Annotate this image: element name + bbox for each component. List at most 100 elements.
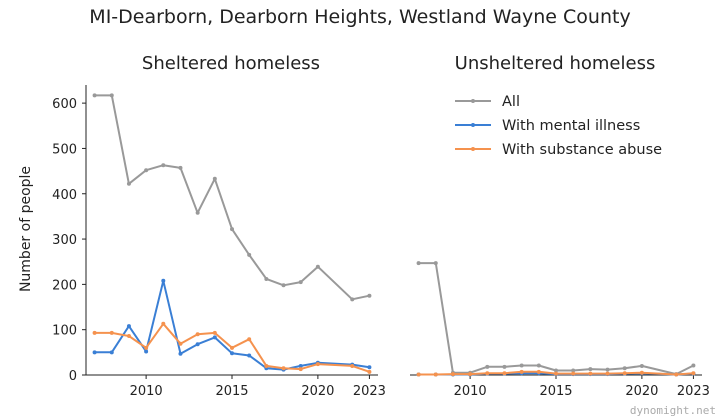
left-point-with-substance-abuse	[196, 332, 200, 336]
left-point-with-substance-abuse	[350, 364, 354, 368]
right-point-all	[606, 368, 610, 372]
left-point-with-substance-abuse	[264, 364, 268, 368]
right-point-with-substance-abuse	[468, 372, 472, 376]
right-point-with-substance-abuse	[606, 372, 610, 376]
left-point-with-substance-abuse	[110, 331, 114, 335]
left-point-with-substance-abuse	[178, 342, 182, 346]
left-point-with-mental-illness	[93, 350, 97, 354]
left-point-with-substance-abuse	[247, 337, 251, 341]
right-point-all	[485, 365, 489, 369]
figure-suptitle: MI-Dearborn, Dearborn Heights, Westland …	[89, 6, 630, 28]
left-point-all	[350, 297, 354, 301]
right-point-with-substance-abuse	[485, 371, 489, 375]
left-point-with-substance-abuse	[161, 322, 165, 326]
legend: All With mental illness With substance abu…	[455, 94, 662, 158]
legend-label-all: All	[502, 94, 520, 110]
left-point-with-substance-abuse	[316, 362, 320, 366]
left-point-all	[161, 163, 165, 167]
left-point-with-substance-abuse	[93, 331, 97, 335]
left-point-all	[196, 211, 200, 215]
right-point-with-substance-abuse	[674, 373, 678, 377]
left-point-with-mental-illness	[161, 279, 165, 283]
right-point-all	[520, 363, 524, 367]
left-y-tick-label: 0	[69, 369, 77, 384]
left-series-line-all	[95, 95, 370, 299]
right-point-with-substance-abuse	[554, 372, 558, 376]
left-point-with-mental-illness	[196, 342, 200, 346]
left-point-all	[282, 283, 286, 287]
right-x-tick-label: 2020	[625, 384, 658, 399]
left-x-tick-label: 2023	[353, 384, 386, 399]
left-point-with-mental-illness	[110, 350, 114, 354]
right-point-with-substance-abuse	[434, 373, 438, 377]
right-x-tick-label: 2010	[454, 384, 487, 399]
legend-label-with-mental-illness: With mental illness	[502, 118, 640, 134]
right-point-all	[640, 364, 644, 368]
watermark: dynomight.net	[630, 404, 716, 417]
left-point-all	[247, 253, 251, 257]
left-point-with-substance-abuse	[144, 346, 148, 350]
right-x-tick-label: 2023	[677, 384, 710, 399]
left-point-all	[299, 280, 303, 284]
left-panel-plot: 2010 2015 2020 2023 0 100 200 300 400 500 600	[52, 85, 386, 399]
left-y-tick-label: 200	[52, 278, 77, 293]
left-point-all	[316, 265, 320, 269]
left-series-line-with-mental-illness	[95, 281, 370, 370]
right-point-with-substance-abuse	[451, 372, 455, 376]
left-x-tick-label: 2020	[301, 384, 334, 399]
left-point-all	[93, 93, 97, 97]
left-y-tick-label: 300	[52, 233, 77, 248]
left-point-with-substance-abuse	[299, 367, 303, 371]
right-point-with-substance-abuse	[691, 371, 695, 375]
right-point-with-substance-abuse	[623, 371, 627, 375]
left-point-all	[178, 166, 182, 170]
left-point-all	[127, 182, 131, 186]
right-point-all	[417, 261, 421, 265]
left-y-tick-label: 500	[52, 142, 77, 157]
left-point-all	[144, 168, 148, 172]
left-point-with-mental-illness	[230, 351, 234, 355]
legend-marker-with-substance-abuse	[471, 147, 475, 151]
left-point-with-mental-illness	[213, 335, 217, 339]
right-point-all	[623, 366, 627, 370]
left-y-tick-label: 100	[52, 324, 77, 339]
right-point-all	[537, 363, 541, 367]
left-point-with-mental-illness	[178, 352, 182, 356]
legend-marker-with-mental-illness	[471, 123, 475, 127]
right-point-all	[502, 365, 506, 369]
left-x-tick-label: 2010	[130, 384, 163, 399]
left-point-all	[213, 177, 217, 181]
legend-label-with-substance-abuse: With substance abuse	[502, 142, 662, 158]
left-point-all	[264, 277, 268, 281]
right-point-with-substance-abuse	[571, 372, 575, 376]
left-panel-title: Sheltered homeless	[142, 53, 320, 74]
right-point-with-substance-abuse	[537, 370, 541, 374]
left-point-with-substance-abuse	[127, 334, 131, 338]
left-point-with-mental-illness	[247, 354, 251, 358]
right-x-tick-label: 2015	[539, 384, 572, 399]
right-point-with-substance-abuse	[588, 372, 592, 376]
right-point-with-substance-abuse	[640, 371, 644, 375]
left-point-with-mental-illness	[127, 324, 131, 328]
left-point-with-mental-illness	[367, 365, 371, 369]
left-point-with-substance-abuse	[282, 366, 286, 370]
right-point-all	[434, 261, 438, 265]
left-point-with-substance-abuse	[213, 331, 217, 335]
left-point-all	[367, 294, 371, 298]
right-panel-plot: 2010 2015 2020 2023	[410, 261, 710, 399]
left-x-tick-label: 2015	[215, 384, 248, 399]
right-panel-title: Unsheltered homeless	[455, 53, 656, 74]
right-point-all	[691, 363, 695, 367]
right-point-with-substance-abuse	[520, 370, 524, 374]
y-axis-label: Number of people	[18, 166, 34, 292]
left-point-with-substance-abuse	[230, 346, 234, 350]
right-series-line-all	[419, 263, 694, 374]
right-point-with-substance-abuse	[502, 371, 506, 375]
legend-marker-all	[471, 99, 475, 103]
right-point-with-substance-abuse	[417, 373, 421, 377]
left-point-all	[230, 227, 234, 231]
left-point-all	[110, 93, 114, 97]
left-y-tick-label: 400	[52, 188, 77, 203]
right-point-all	[588, 367, 592, 371]
